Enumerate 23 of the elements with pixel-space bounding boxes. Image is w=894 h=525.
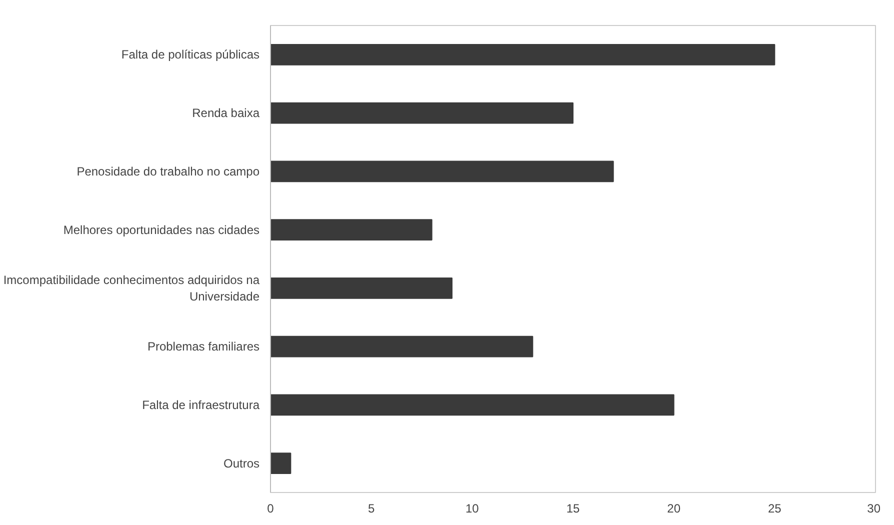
x-tick-label: 30 — [867, 502, 881, 516]
bar — [270, 102, 574, 124]
bar — [270, 160, 614, 182]
bar — [270, 277, 452, 299]
y-tick-label: Outros — [223, 456, 260, 470]
x-tick-label: 15 — [566, 502, 580, 516]
x-tick-label: 0 — [267, 502, 274, 516]
bar — [270, 336, 534, 358]
bar — [270, 394, 674, 416]
bar — [270, 452, 292, 474]
y-tick-label: Falta de políticas públicas — [121, 48, 260, 62]
y-tick-label: Melhores oportunidades nas cidades — [63, 222, 260, 237]
y-tick-label: Imcompatibilidade conhecimentos adquiridos na Universidade — [3, 272, 260, 304]
x-tick-label: 5 — [368, 502, 375, 516]
y-tick-label: Penosidade do trabalho no campo — [76, 164, 260, 178]
x-tick-label: 10 — [465, 502, 480, 516]
bar — [270, 44, 776, 66]
y-tick-label: Falta de infraestrutura — [142, 398, 260, 412]
bar — [270, 219, 432, 241]
x-tick-label: 20 — [667, 502, 681, 516]
x-tick-label: 25 — [768, 502, 782, 516]
y-tick-label: Problemas familiares — [147, 340, 260, 354]
y-tick-label: Renda baixa — [192, 106, 260, 120]
